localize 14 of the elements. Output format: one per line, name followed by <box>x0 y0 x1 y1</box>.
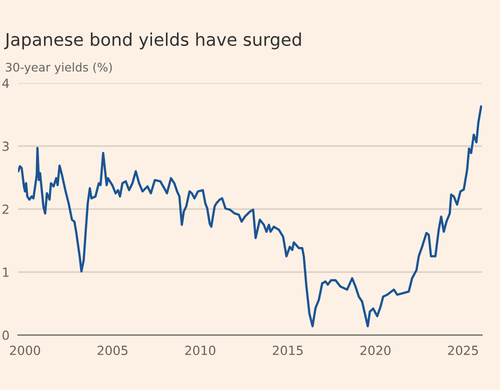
y-tick-label: 3 <box>2 142 9 151</box>
x-tick-label: 2015 <box>272 346 303 356</box>
x-tick-label: 2025 <box>448 346 478 356</box>
line-series <box>18 105 482 328</box>
y-tick-label: 1 <box>3 268 9 277</box>
chart-title: Japanese bond yields have surged <box>4 32 301 50</box>
x-tick-label: 2000 <box>10 346 40 356</box>
y-axis-title: 30-year yields (%) <box>6 62 112 74</box>
x-tick-label: 2010 <box>185 346 216 356</box>
y-tick-label: 2 <box>2 204 8 214</box>
y-tick-label: 4 <box>2 78 9 88</box>
y-tick-label: 0 <box>2 330 9 340</box>
x-tick-label: 2005 <box>98 346 128 356</box>
x-tick-label: 2020 <box>360 346 391 356</box>
